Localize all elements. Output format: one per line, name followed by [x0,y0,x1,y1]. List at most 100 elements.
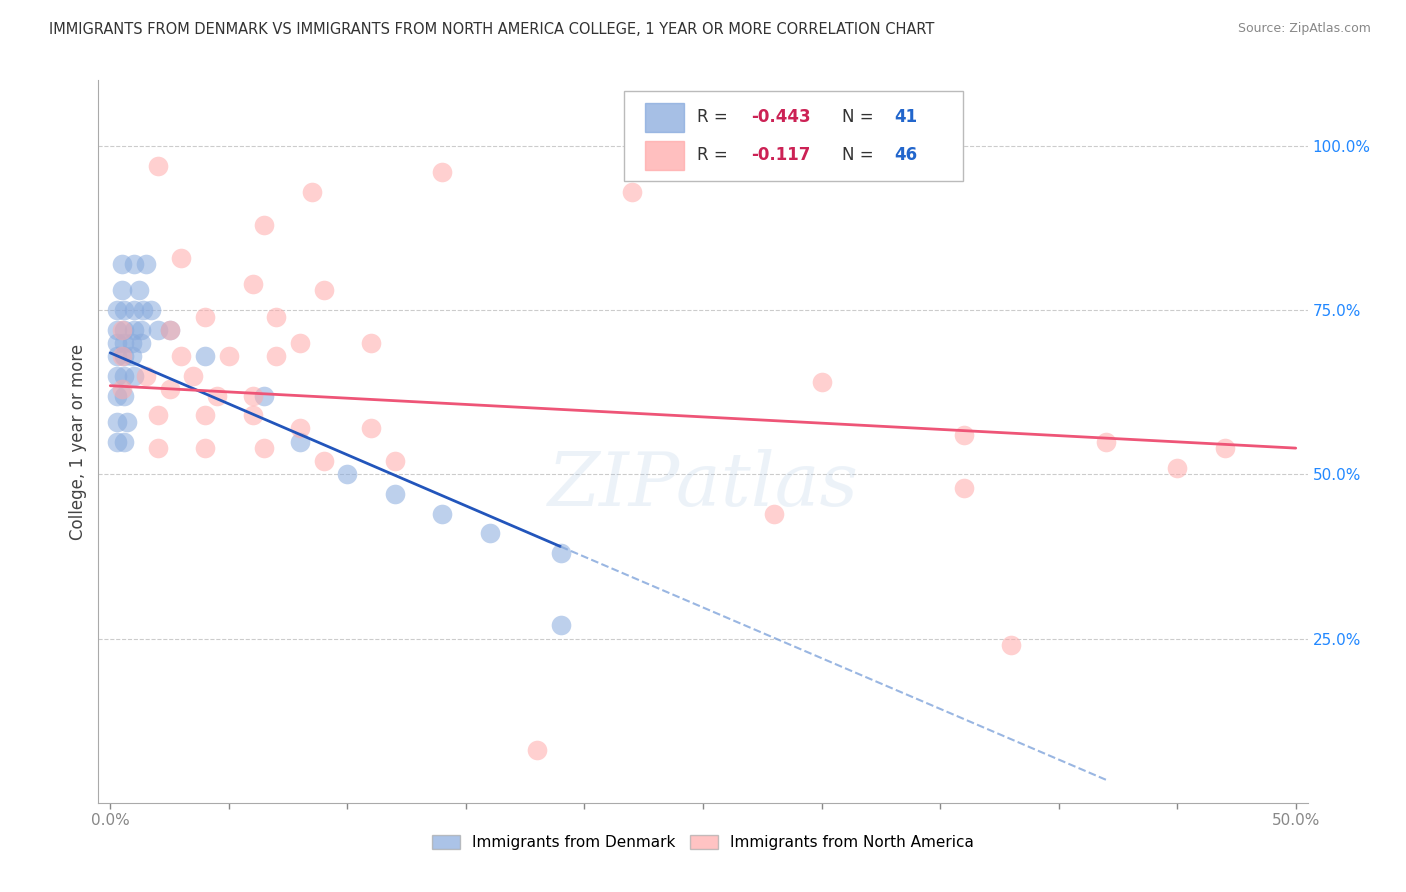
Point [146,323,169,337]
Point [360,421,382,435]
Point [181,368,204,383]
Point [170,251,193,265]
Point [1095,434,1118,449]
Point [1166,460,1188,475]
Point [105,434,128,449]
Point [763,507,786,521]
Text: -0.117: -0.117 [751,146,811,164]
Text: R =: R = [697,146,733,164]
Point [105,336,128,351]
Point [194,349,217,363]
Point [253,388,276,402]
Point [205,388,228,402]
Point [170,349,193,363]
Point [242,409,264,423]
Point [288,336,311,351]
Point [111,284,134,298]
Point [105,415,128,429]
Text: Source: ZipAtlas.com: Source: ZipAtlas.com [1237,22,1371,36]
Point [194,441,217,455]
Text: -0.443: -0.443 [751,108,811,126]
Point [114,368,136,383]
Text: N =: N = [842,146,879,164]
Point [146,409,169,423]
Point [159,382,181,396]
Point [312,284,335,298]
Point [129,336,152,351]
Point [128,284,150,298]
Text: R =: R = [697,108,733,126]
Y-axis label: College, 1 year or more: College, 1 year or more [69,343,87,540]
Point [301,185,323,199]
Point [132,303,155,318]
Text: 46: 46 [894,146,917,164]
Point [253,218,276,232]
Point [121,336,143,351]
Point [288,434,311,449]
Point [105,368,128,383]
Point [122,257,145,271]
Point [114,303,136,318]
Point [122,368,145,383]
Point [105,303,128,318]
Bar [645,103,683,132]
Point [114,434,136,449]
Point [122,323,145,337]
Point [550,546,572,560]
Point [242,388,264,402]
Point [620,185,643,199]
Point [105,323,128,337]
Point [146,441,169,455]
Bar [645,141,683,169]
Point [105,388,128,402]
Text: N =: N = [842,108,879,126]
Point [432,507,454,521]
Point [129,323,152,337]
Point [264,310,287,324]
Point [478,526,501,541]
Point [139,303,162,318]
Point [194,409,217,423]
Point [159,323,181,337]
Point [288,421,311,435]
Point [432,165,454,179]
Point [135,257,157,271]
Point [952,428,974,442]
Text: 41: 41 [894,108,917,126]
Point [114,388,136,402]
FancyBboxPatch shape [624,91,963,181]
Point [146,159,169,173]
Point [526,743,548,757]
Point [122,303,145,318]
Point [114,336,136,351]
Point [1213,441,1236,455]
Point [111,257,134,271]
Point [114,349,136,363]
Point [135,368,157,383]
Point [810,376,832,390]
Point [111,382,134,396]
Point [384,454,406,468]
Point [159,323,181,337]
Point [111,349,134,363]
Point [121,349,143,363]
Legend: Immigrants from Denmark, Immigrants from North America: Immigrants from Denmark, Immigrants from… [426,830,980,856]
Point [111,323,134,337]
Point [384,487,406,501]
Point [336,467,359,482]
Point [550,618,572,632]
Point [1000,638,1022,652]
Point [194,310,217,324]
Point [115,415,138,429]
Point [264,349,287,363]
Text: ZIPatlas: ZIPatlas [547,449,859,521]
Point [114,323,136,337]
Point [105,349,128,363]
Point [218,349,240,363]
Point [952,481,974,495]
Point [253,441,276,455]
Point [242,277,264,291]
Point [360,336,382,351]
Text: IMMIGRANTS FROM DENMARK VS IMMIGRANTS FROM NORTH AMERICA COLLEGE, 1 YEAR OR MORE: IMMIGRANTS FROM DENMARK VS IMMIGRANTS FR… [49,22,935,37]
Point [312,454,335,468]
